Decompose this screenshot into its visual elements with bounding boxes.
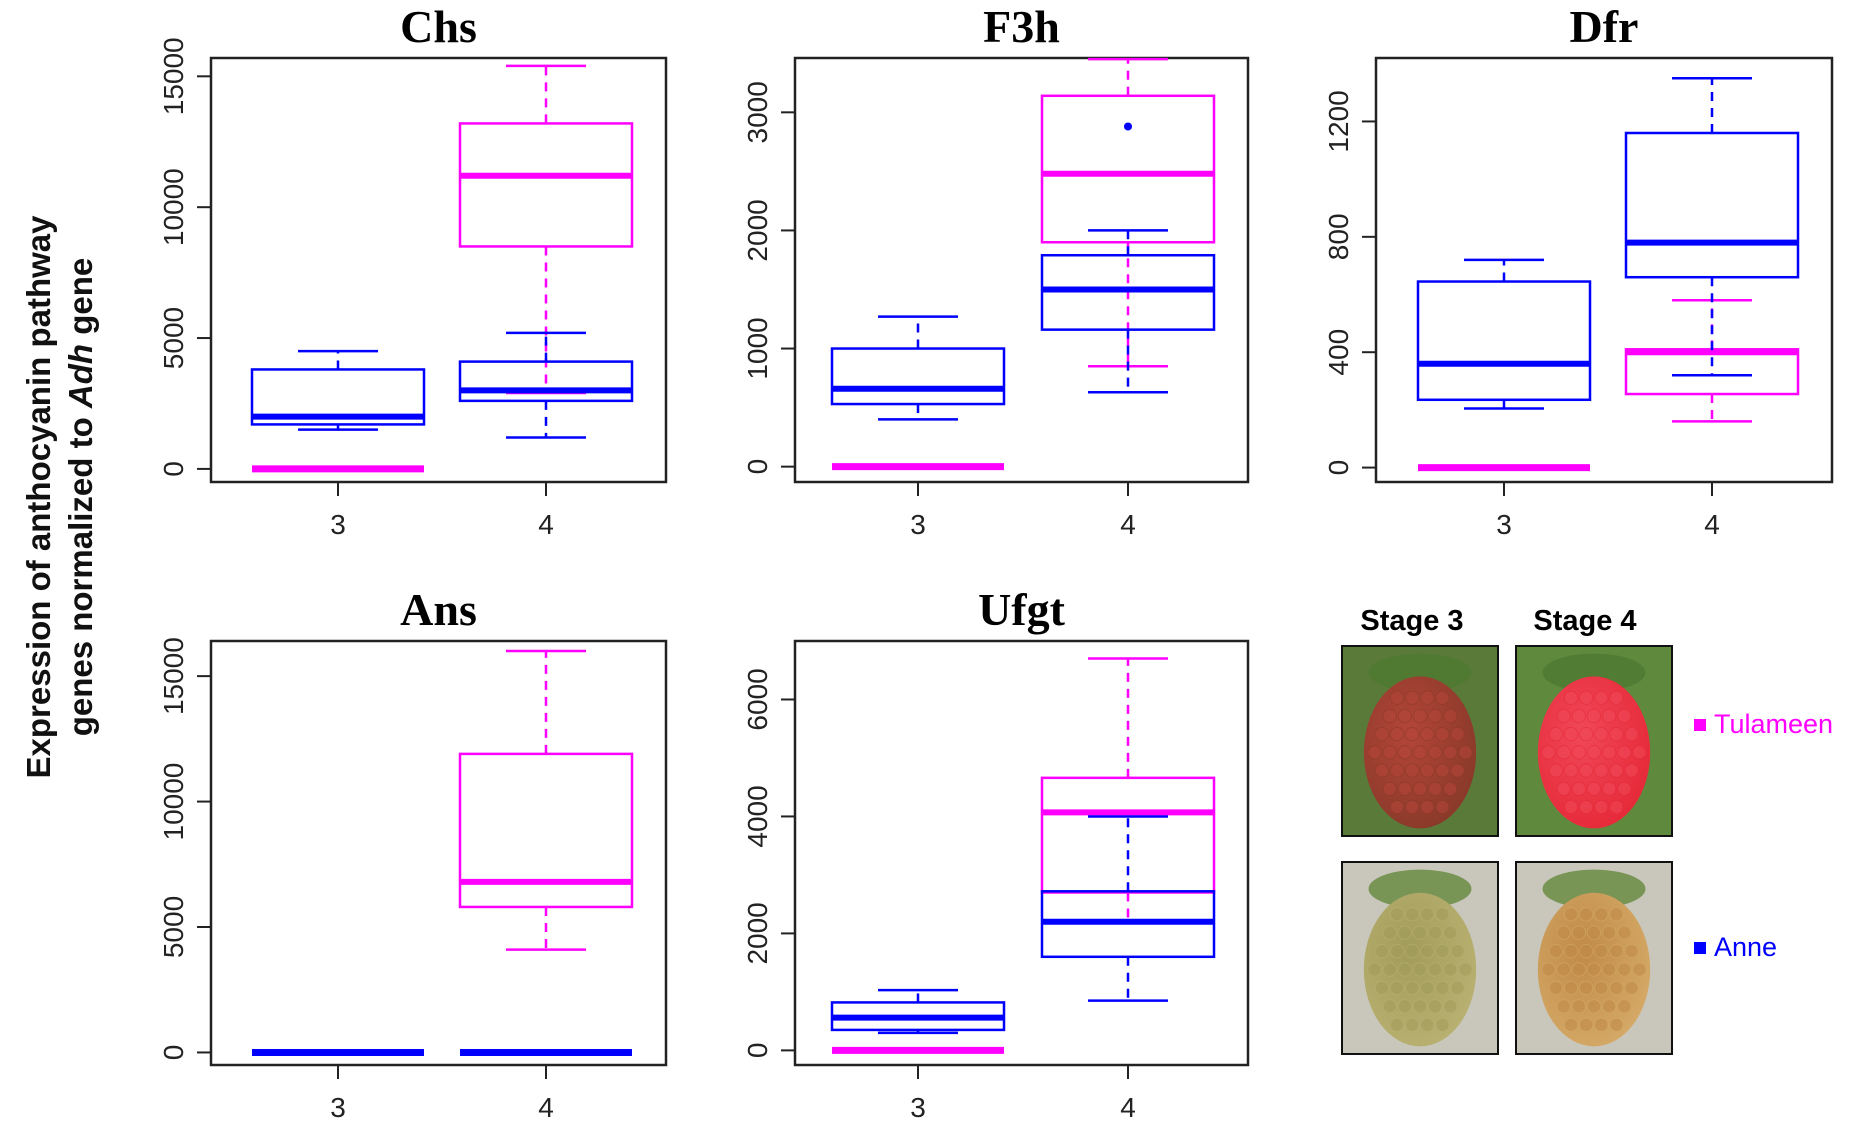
y-tick-label-chs-5000: 5000 — [158, 307, 189, 369]
panel-ufgt: Ufgt 0 2000 4000 6000 3 4 — [742, 584, 1250, 1123]
y-tick-label-ufgt-0: 0 — [742, 1043, 773, 1059]
y-tick-label-ans-15000: 15000 — [158, 637, 189, 715]
box-chs-anne-stage-4 — [458, 331, 634, 439]
y-tick-label-f3h-3000: 3000 — [742, 81, 773, 143]
anne-stage-3-photo — [1341, 861, 1499, 1055]
y-tick-label-dfr-400: 400 — [1323, 329, 1354, 376]
box-ufgt-anne-stage-3 — [830, 988, 1006, 1035]
x-tick-label-dfr-4: 4 — [1704, 509, 1720, 540]
legend-item-anne: Anne — [1694, 932, 1777, 962]
stage-4-label: Stage 4 — [1533, 605, 1636, 637]
y-axis-label-line-2-post: gene — [62, 258, 99, 344]
box-dfr-anne-stage-4 — [1624, 76, 1800, 377]
box-body — [1416, 280, 1592, 402]
panel-dfr: Dfr 0 400 800 1200 3 4 — [1323, 1, 1834, 540]
box-body — [1040, 94, 1216, 244]
box-body — [250, 368, 426, 426]
x-tick-label-dfr-3: 3 — [1496, 509, 1512, 540]
raspberry-photos — [1341, 645, 1673, 1055]
box-body — [830, 347, 1006, 406]
legend: Tulameen Anne — [1694, 709, 1833, 962]
y-tick-label-chs-15000: 15000 — [158, 37, 189, 115]
plot-frame-dfr — [1374, 56, 1834, 484]
y-tick-label-ans-10000: 10000 — [158, 763, 189, 841]
box-f3h-anne-stage-3 — [830, 315, 1006, 421]
y-tick-label-ans-5000: 5000 — [158, 896, 189, 958]
legend-label-tulameen: Tulameen — [1714, 709, 1833, 739]
y-tick-label-f3h-0: 0 — [742, 459, 773, 475]
box-body — [1624, 348, 1800, 396]
box-f3h-anne-stage-4 — [1040, 122, 1216, 394]
x-tick-label-f3h-3: 3 — [910, 509, 926, 540]
box-f3h-tulameen-stage-4 — [1040, 57, 1216, 368]
y-tick-label-dfr-0: 0 — [1323, 460, 1354, 476]
y-axis-label-line-1: Expression of anthocyanin pathway — [20, 215, 57, 779]
x-tick-label-ufgt-4: 4 — [1120, 1092, 1136, 1123]
panel-title-dfr: Dfr — [1570, 1, 1639, 52]
panel-chs: Chs 0 5000 10000 15000 3 4 — [158, 1, 668, 540]
y-axis-label-line-2-pre: genes normalized to — [62, 408, 99, 736]
y-axis-label-gene: Adh — [62, 344, 99, 409]
box-chs-tulameen-stage-4 — [458, 64, 634, 395]
panel-title-ans: Ans — [400, 584, 477, 635]
plot-frame-chs — [209, 56, 668, 484]
x-tick-label-chs-3: 3 — [330, 509, 346, 540]
panel-title-chs: Chs — [400, 1, 477, 52]
x-tick-label-chs-4: 4 — [538, 509, 554, 540]
anne-stage-4-photo — [1515, 861, 1673, 1055]
y-axis-label-line-2: genes normalized to Adh gene — [62, 258, 99, 737]
stage-3-label: Stage 3 — [1360, 605, 1463, 637]
box-dfr-anne-stage-3 — [1416, 258, 1592, 410]
y-tick-label-ufgt-6000: 6000 — [742, 668, 773, 730]
panel-title-f3h: F3h — [983, 1, 1060, 52]
y-tick-label-f3h-1000: 1000 — [742, 317, 773, 379]
box-ufgt-anne-stage-4 — [1040, 815, 1216, 1002]
y-tick-label-dfr-1200: 1200 — [1323, 90, 1354, 152]
panel-ans: Ans 0 5000 10000 15000 3 4 — [158, 584, 668, 1123]
outlier-point — [1124, 122, 1132, 131]
x-tick-label-ufgt-3: 3 — [910, 1092, 926, 1123]
tulameen-stage-4-photo — [1515, 645, 1673, 837]
legend-label-anne: Anne — [1714, 932, 1777, 962]
y-tick-label-ufgt-2000: 2000 — [742, 902, 773, 964]
x-tick-label-f3h-4: 4 — [1120, 509, 1136, 540]
box-ufgt-tulameen-stage-4 — [1040, 657, 1216, 923]
y-tick-label-chs-10000: 10000 — [158, 168, 189, 246]
legend-item-tulameen: Tulameen — [1694, 709, 1833, 739]
plot-frame-ufgt — [793, 639, 1250, 1067]
box-ans-tulameen-stage-4 — [458, 649, 634, 951]
box-body — [458, 122, 634, 248]
plot-frame-f3h — [793, 56, 1250, 484]
legend-swatch-tulameen — [1694, 719, 1706, 731]
tulameen-stage-3-photo — [1341, 645, 1499, 837]
box-chs-anne-stage-3 — [250, 349, 426, 431]
y-tick-label-chs-0: 0 — [158, 461, 189, 477]
panel-title-ufgt: Ufgt — [978, 584, 1066, 635]
y-tick-label-ufgt-4000: 4000 — [742, 785, 773, 847]
y-tick-label-dfr-800: 800 — [1323, 213, 1354, 260]
x-tick-label-ans-4: 4 — [538, 1092, 554, 1123]
x-tick-label-ans-3: 3 — [330, 1092, 346, 1123]
box-body — [458, 752, 634, 909]
box-body — [458, 360, 634, 403]
y-tick-label-f3h-2000: 2000 — [742, 199, 773, 261]
legend-swatch-anne — [1694, 942, 1706, 954]
box-body — [1624, 131, 1800, 279]
y-tick-label-ans-0: 0 — [158, 1045, 189, 1061]
panel-f3h: F3h 0 1000 2000 3000 3 4 — [742, 1, 1250, 540]
plot-frame-ans — [209, 639, 668, 1067]
